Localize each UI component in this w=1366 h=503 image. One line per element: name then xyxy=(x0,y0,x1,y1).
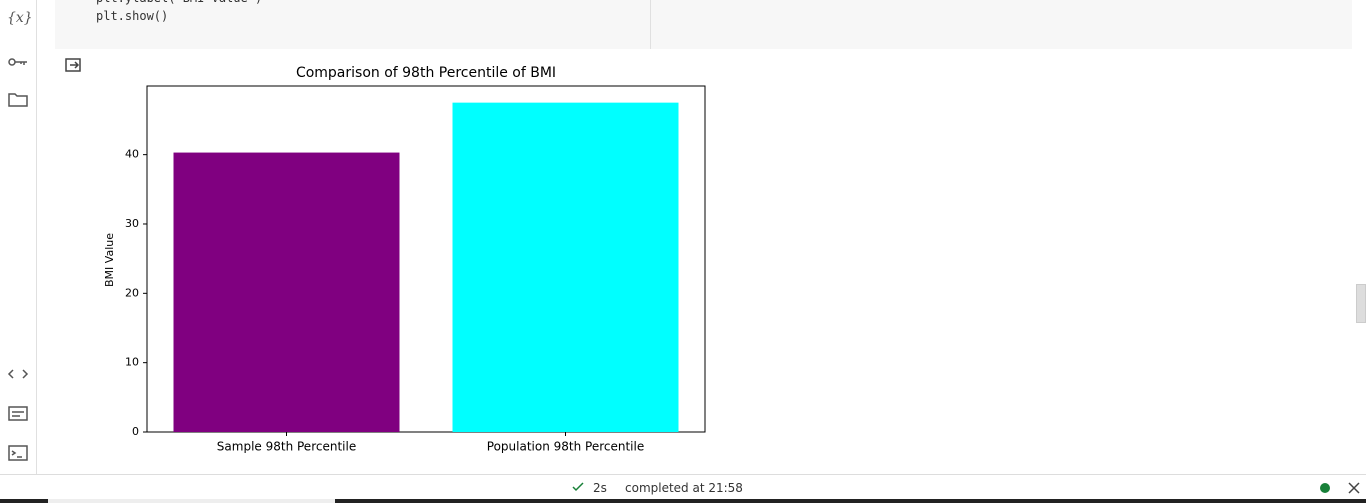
taskbar-item xyxy=(48,499,335,503)
variables-button[interactable]: {x} xyxy=(7,10,33,26)
code-line: plt.ylabel('BMI Value') xyxy=(96,0,262,5)
y-tick-label: 40 xyxy=(125,148,139,161)
x-tick-label: Population 98th Percentile xyxy=(487,440,644,454)
palette-icon[interactable] xyxy=(8,406,28,421)
output-icon[interactable] xyxy=(64,57,82,73)
scrollbar-thumb[interactable] xyxy=(1356,284,1366,323)
y-tick-label: 30 xyxy=(125,217,139,230)
status-icons xyxy=(1320,482,1360,494)
chart: Comparison of 98th Percentile of BMI BMI… xyxy=(103,65,706,454)
y-tick-label: 0 xyxy=(132,425,139,438)
y-tick-label: 10 xyxy=(125,356,139,369)
bar xyxy=(173,152,400,432)
plot-frame xyxy=(146,85,706,433)
bar xyxy=(452,102,679,432)
status-duration: 2s xyxy=(593,481,607,495)
x-tick-label: Sample 98th Percentile xyxy=(217,440,356,454)
sidebar-icons xyxy=(7,58,29,461)
snippets-icon[interactable] xyxy=(7,369,29,379)
code-cell[interactable] xyxy=(55,0,1352,49)
close-button[interactable] xyxy=(1348,482,1360,494)
y-axis-label: BMI Value xyxy=(103,233,116,287)
files-icon[interactable] xyxy=(8,93,28,107)
check-icon xyxy=(572,482,584,492)
cell-divider xyxy=(650,0,651,49)
connected-indicator xyxy=(1320,483,1330,493)
chart-title: Comparison of 98th Percentile of BMI xyxy=(296,65,556,81)
y-tick-label: 20 xyxy=(125,286,139,299)
code-line: plt.show() xyxy=(96,9,169,23)
taskbar xyxy=(0,499,1366,503)
status-message: completed at 21:58 xyxy=(625,481,743,495)
status-bar: 2s completed at 21:58 xyxy=(0,474,1366,500)
terminal-icon[interactable] xyxy=(8,445,28,461)
sidebar: {x} xyxy=(0,0,37,474)
